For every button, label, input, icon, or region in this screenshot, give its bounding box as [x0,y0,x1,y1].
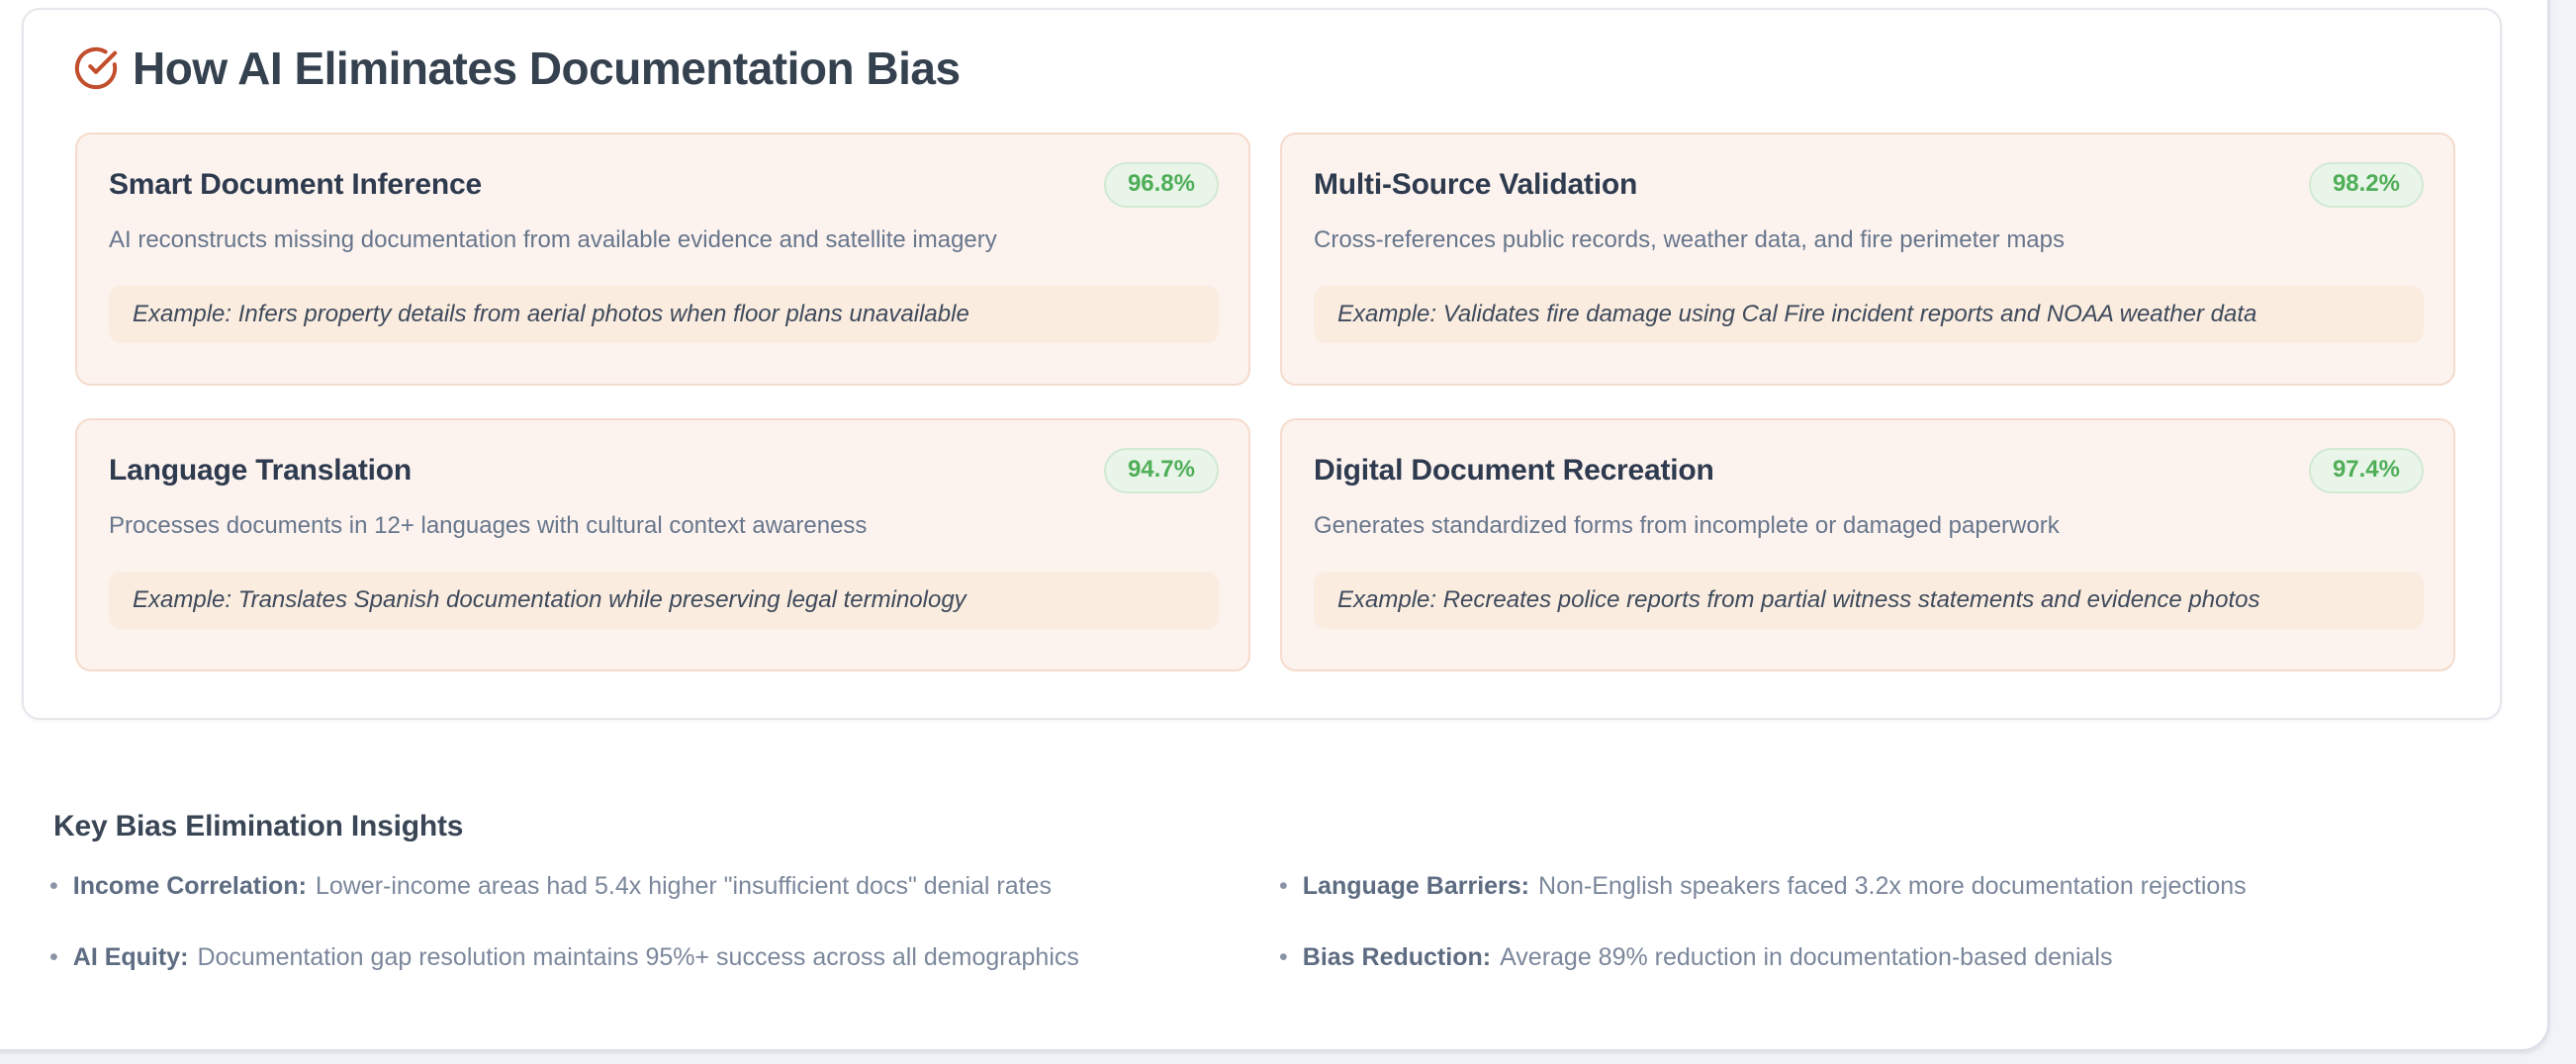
capability-card-smart-document-inference: Smart Document Inference 96.8% AI recons… [75,133,1250,386]
panel-title-row: How AI Eliminates Documentation Bias [73,44,2500,93]
content-container: How AI Eliminates Documentation Bias Sma… [0,0,2549,1051]
insight-content: AI Equity: Documentation gap resolution m… [73,940,1079,974]
insight-text: Lower-income areas had 5.4x higher "insu… [315,872,1053,900]
capability-description: AI reconstructs missing documentation fr… [109,226,997,253]
capability-description: Cross-references public records, weather… [1314,226,2065,253]
insights-heading: Key Bias Elimination Insights [53,810,464,842]
accuracy-badge: 96.8% [1103,162,1219,208]
insight-item-ai-equity: • AI Equity: Documentation gap resolution… [49,940,1279,974]
insight-content: Income Correlation: Lower-income areas ha… [73,869,1052,903]
insight-label: Income Correlation: [72,872,307,900]
accuracy-badge: 97.4% [2308,448,2424,493]
check-circle-icon [73,45,119,91]
card-header: Smart Document Inference 96.8% [109,162,1219,208]
capability-card-multi-source-validation: Multi-Source Validation 98.2% Cross-refe… [1280,133,2455,386]
bullet-dot-icon: • [49,872,58,900]
capability-title: Smart Document Inference [109,168,482,201]
capability-title: Digital Document Recreation [1314,454,1714,487]
insight-label: Language Barriers: [1302,872,1530,900]
capability-example-text: Example: Translates Spanish documentatio… [133,586,966,613]
card-header: Multi-Source Validation 98.2% [1314,162,2424,208]
capability-cards-grid: Smart Document Inference 96.8% AI recons… [24,133,2500,671]
ai-bias-panel: How AI Eliminates Documentation Bias Sma… [22,8,2502,720]
capability-example-text: Example: Validates fire damage using Cal… [1337,301,2257,327]
insight-item-income-correlation: • Income Correlation: Lower-income areas … [49,869,1279,903]
capability-example-text: Example: Recreates police reports from p… [1337,586,2260,613]
insight-item-bias-reduction: • Bias Reduction: Average 89% reduction i… [1279,940,2483,974]
panel-title: How AI Eliminates Documentation Bias [133,43,961,94]
insight-content: Bias Reduction: Average 89% reduction in … [1303,940,2113,974]
capability-title: Language Translation [109,454,413,487]
insight-text: Average 89% reduction in documentation-b… [1500,943,2113,971]
insight-label: Bias Reduction: [1302,943,1492,971]
bullet-dot-icon: • [1279,943,1288,971]
bullet-dot-icon: • [49,943,58,971]
insights-grid: • Income Correlation: Lower-income areas … [49,869,2483,974]
capability-description: Processes documents in 12+ languages wit… [109,512,868,539]
capability-example-box: Example: Recreates police reports from p… [1314,572,2424,629]
insights-section: Key Bias Elimination Insights • Income C… [49,808,2483,974]
accuracy-badge: 98.2% [2308,162,2424,208]
capability-card-language-translation: Language Translation 94.7% Processes doc… [75,418,1250,671]
insight-text: Documentation gap resolution maintains 9… [197,943,1079,971]
accuracy-badge: 94.7% [1103,448,1219,493]
capability-example-box: Example: Translates Spanish documentatio… [109,572,1219,629]
capability-example-box: Example: Validates fire damage using Cal… [1314,286,2424,343]
insight-label: AI Equity: [72,943,189,971]
card-header: Language Translation 94.7% [109,448,1219,493]
card-header: Digital Document Recreation 97.4% [1314,448,2424,493]
insight-text: Non-English speakers faced 3.2x more doc… [1538,872,2247,900]
capability-title: Multi-Source Validation [1314,168,1638,201]
capability-example-box: Example: Infers property details from ae… [109,286,1219,343]
capability-example-text: Example: Infers property details from ae… [133,301,969,327]
capability-description: Generates standardized forms from incomp… [1314,512,2060,539]
insight-content: Language Barriers: Non-English speakers f… [1303,869,2247,903]
capability-card-digital-document-recreation: Digital Document Recreation 97.4% Genera… [1280,418,2455,671]
bullet-dot-icon: • [1279,872,1288,900]
insight-item-language-barriers: • Language Barriers: Non-English speakers… [1279,869,2483,903]
